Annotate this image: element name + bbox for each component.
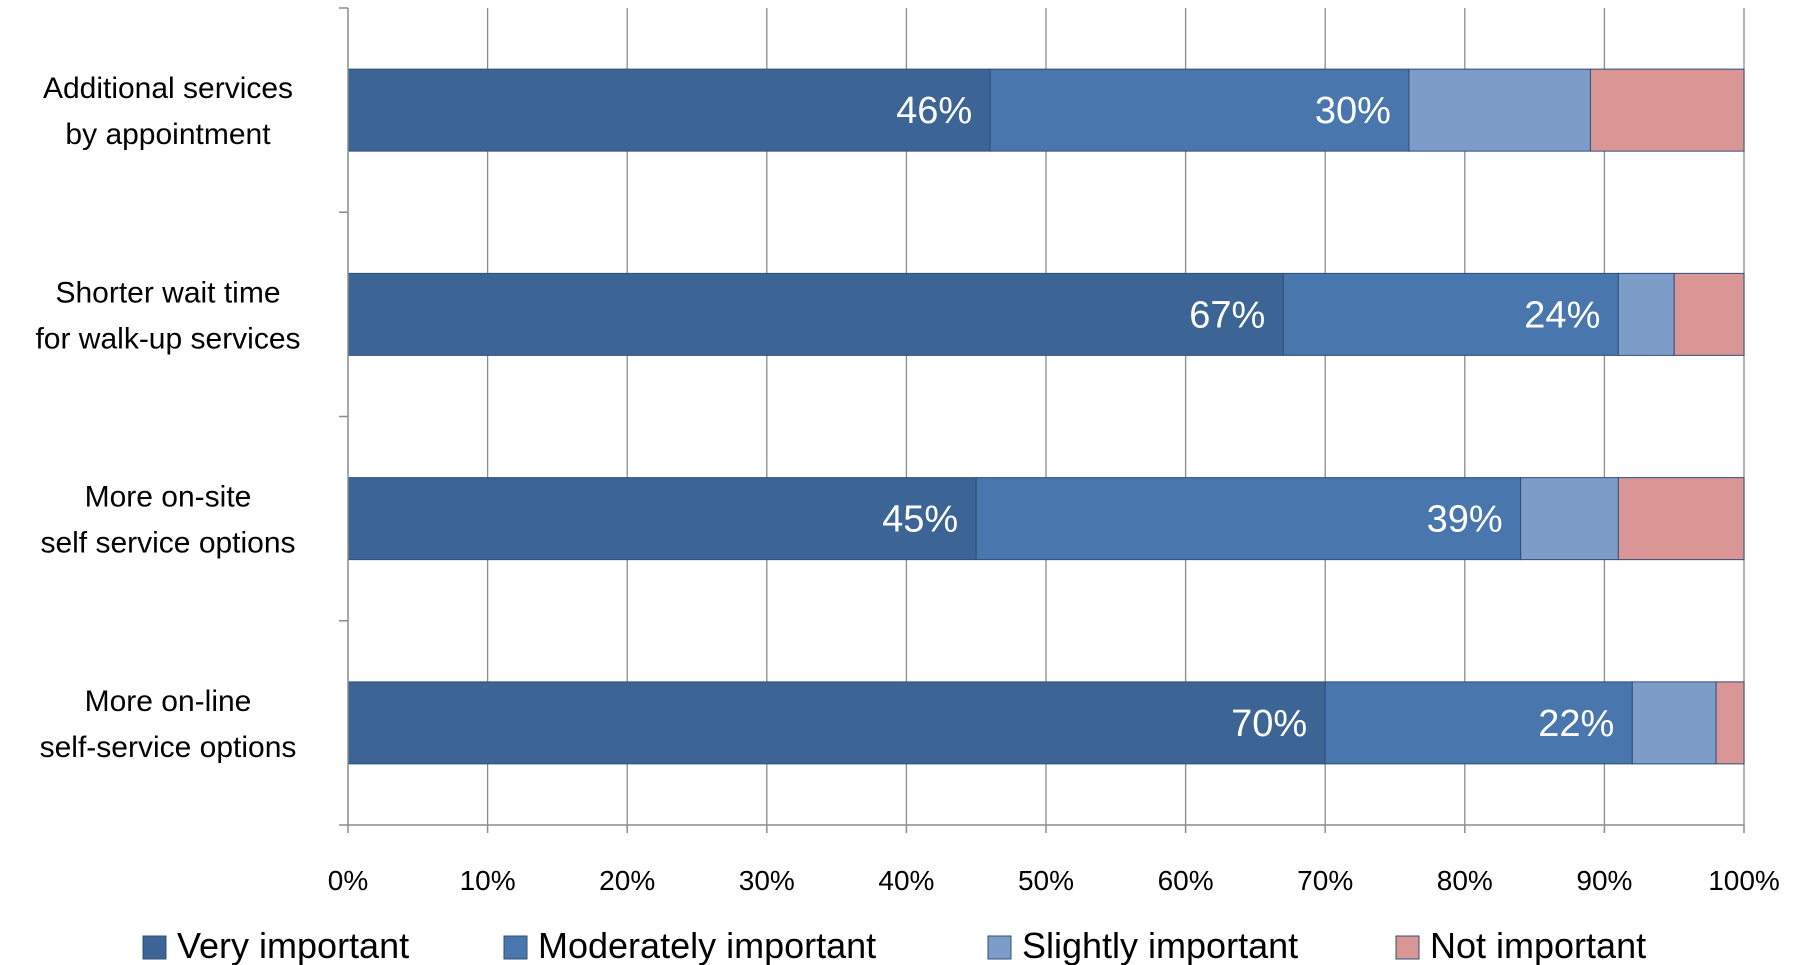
category-label-line: self-service options	[40, 731, 297, 764]
bar-segment	[1324, 681, 1633, 765]
category-label-line: More on-site	[85, 481, 252, 514]
x-tick-label: 20%	[599, 865, 655, 896]
bar-segment	[347, 272, 1284, 356]
data-label: 67%	[1189, 294, 1265, 336]
x-tick-label: 40%	[878, 865, 934, 896]
data-label: 70%	[1231, 703, 1307, 745]
x-tick-label: 30%	[739, 865, 795, 896]
x-tick-label: 60%	[1158, 865, 1214, 896]
legend-swatch	[142, 935, 167, 960]
x-tick-label: 80%	[1437, 865, 1493, 896]
bar-segment	[347, 681, 1326, 765]
bar-segment	[1617, 477, 1745, 561]
bar-segment	[1673, 272, 1745, 356]
legend-swatch	[987, 935, 1012, 960]
legend-label: Moderately important	[538, 925, 876, 965]
data-label: 45%	[882, 499, 958, 541]
bar-segment	[1282, 272, 1619, 356]
category-label-line: by appointment	[65, 118, 271, 151]
bar-segment	[989, 68, 1410, 152]
legend-label: Not important	[1430, 925, 1646, 965]
category-label-line: Shorter wait time	[55, 276, 280, 309]
category-label-line: Additional services	[43, 72, 293, 105]
data-label: 39%	[1427, 499, 1503, 541]
bar-segment	[1715, 681, 1745, 765]
legend-swatch	[1395, 935, 1420, 960]
bar-segment	[1617, 272, 1675, 356]
bar-segment	[1520, 477, 1619, 561]
bar-segment	[1408, 68, 1591, 152]
bar-segment	[1589, 68, 1745, 152]
bar-segment	[347, 68, 991, 152]
bar-segment	[347, 477, 977, 561]
data-label: 24%	[1524, 294, 1600, 336]
legend-label: Slightly important	[1022, 925, 1298, 965]
data-label: 30%	[1315, 90, 1391, 132]
bar-segment	[975, 477, 1522, 561]
category-label: Additional services by appointment	[43, 72, 293, 151]
category-label: More on-site self service options	[40, 481, 295, 560]
data-label: 22%	[1538, 703, 1614, 745]
category-label: More on-line self-service options	[40, 685, 297, 764]
x-tick-label: 50%	[1018, 865, 1074, 896]
category-label-line: for walk-up services	[35, 322, 300, 355]
x-tick-label: 0%	[328, 865, 368, 896]
category-label-line: More on-line	[85, 685, 252, 718]
legend-swatch	[503, 935, 528, 960]
x-tick-label: 90%	[1576, 865, 1632, 896]
legend-label: Very important	[177, 925, 409, 965]
x-tick-label: 100%	[1708, 865, 1780, 896]
x-tick-label: 10%	[460, 865, 516, 896]
bar-segment	[1631, 681, 1717, 765]
x-tick-label: 70%	[1297, 865, 1353, 896]
category-label-line: self service options	[40, 527, 295, 560]
data-label: 46%	[896, 90, 972, 132]
category-label: Shorter wait time for walk-up services	[35, 276, 300, 355]
